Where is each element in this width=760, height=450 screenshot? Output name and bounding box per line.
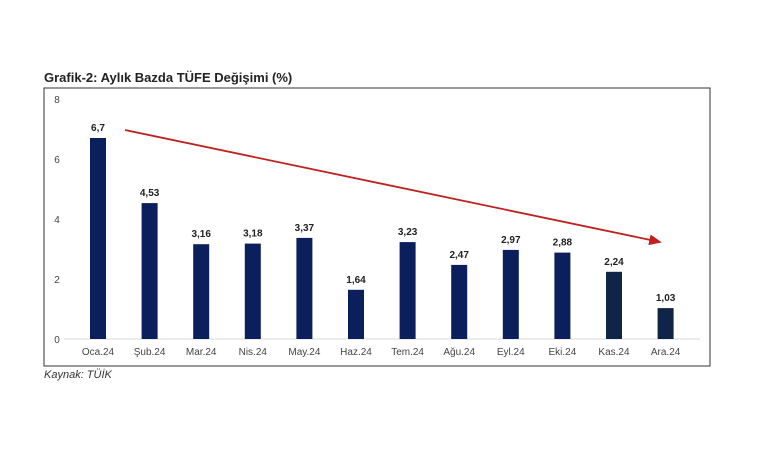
data-label: 6,7 bbox=[91, 123, 105, 134]
x-tick-label: Kas.24 bbox=[598, 347, 630, 358]
y-tick-label: 2 bbox=[54, 275, 60, 286]
chart-title: Grafik-2: Aylık Bazda TÜFE Değişimi (%) bbox=[44, 70, 293, 85]
data-label: 3,18 bbox=[243, 229, 263, 240]
data-label: 3,16 bbox=[191, 229, 211, 240]
plot-frame bbox=[43, 87, 711, 367]
x-tick-label: Oca.24 bbox=[82, 347, 115, 358]
x-tick-label: May.24 bbox=[288, 347, 320, 358]
data-label: 1,64 bbox=[346, 275, 366, 286]
bar bbox=[657, 308, 674, 339]
bar bbox=[90, 138, 106, 339]
bar bbox=[554, 252, 571, 339]
bar bbox=[141, 203, 158, 339]
y-tick-label: 4 bbox=[54, 215, 60, 226]
data-label: 2,24 bbox=[604, 257, 624, 268]
x-tick-label: Ara.24 bbox=[651, 347, 681, 358]
y-tick-label: 0 bbox=[54, 335, 60, 346]
x-tick-label: Haz.24 bbox=[340, 347, 372, 358]
data-label: 4,53 bbox=[140, 188, 160, 199]
bar bbox=[244, 243, 261, 339]
data-label: 3,37 bbox=[295, 223, 315, 234]
trend-arrow bbox=[124, 129, 662, 246]
x-tick-label: Tem.24 bbox=[391, 347, 424, 358]
data-label: 2,97 bbox=[501, 235, 521, 246]
source-note: Kaynak: TÜİK bbox=[44, 369, 112, 381]
y-tick-label: 8 bbox=[54, 95, 60, 106]
y-tick-label: 6 bbox=[54, 155, 60, 166]
bar bbox=[606, 271, 622, 339]
bar bbox=[399, 242, 416, 339]
x-tick-label: Eki.24 bbox=[549, 347, 577, 358]
data-label: 1,03 bbox=[656, 293, 676, 304]
bar bbox=[348, 289, 364, 339]
bar bbox=[193, 244, 210, 339]
x-tick-label: Eyl.24 bbox=[497, 347, 525, 358]
data-label: 2,47 bbox=[449, 250, 469, 261]
x-tick-label: Şub.24 bbox=[134, 347, 166, 358]
bar bbox=[296, 237, 313, 339]
x-tick-label: Ağu.24 bbox=[443, 347, 475, 358]
x-tick-label: Mar.24 bbox=[186, 347, 217, 358]
data-label: 3,23 bbox=[398, 227, 418, 238]
bar bbox=[451, 264, 468, 339]
x-tick-label: Nis.24 bbox=[239, 347, 268, 358]
bar bbox=[502, 249, 519, 339]
data-label: 2,88 bbox=[553, 238, 573, 249]
